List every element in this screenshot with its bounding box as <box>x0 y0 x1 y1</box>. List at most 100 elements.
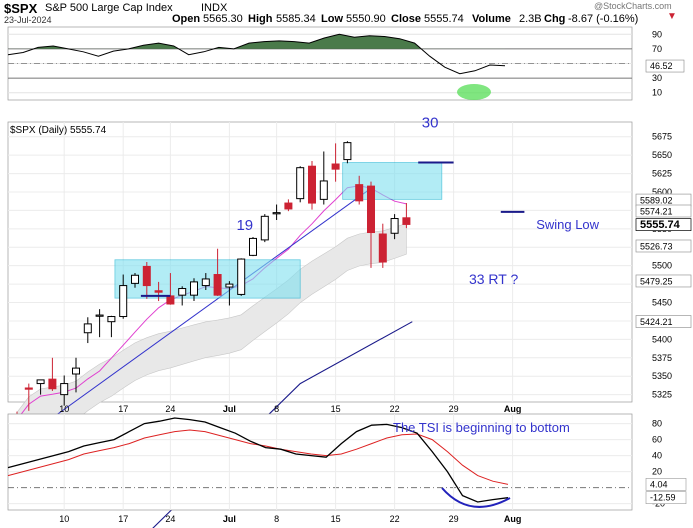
price-panel: $SPX (Daily) 5555.7456755650562556005575… <box>7 114 692 528</box>
price-value-box <box>635 239 692 253</box>
tsi-x-tick-label: 15 <box>331 514 341 524</box>
rsi-current-value: 46.52 <box>650 61 673 71</box>
candle-body <box>260 215 269 241</box>
candle-body <box>24 387 33 390</box>
close-value: 5555.74 <box>424 13 464 25</box>
price-value-label: 5574.21 <box>640 207 673 217</box>
candle-body <box>402 217 411 225</box>
price-x-tick-label: 15 <box>331 404 341 414</box>
open-label: Open <box>172 13 201 25</box>
price-x-tick-label: 17 <box>118 404 128 414</box>
candle-body <box>213 274 222 296</box>
candle-body <box>378 233 387 263</box>
candle-body <box>36 379 45 385</box>
price-x-tick-label: Jul <box>223 404 236 414</box>
tsi-frame <box>7 413 633 511</box>
tsi-x-tick-label: 22 <box>390 514 400 524</box>
price-title: $SPX (Daily) 5555.74 <box>10 125 107 136</box>
candle-body <box>83 323 92 334</box>
price-tick-label: 5675 <box>652 132 672 142</box>
candle-body <box>166 295 175 305</box>
tsi-annotation: The TSI is beginning to bottom <box>393 420 570 435</box>
candle-body <box>190 281 198 296</box>
price-value-label: 5555.74 <box>640 219 681 231</box>
candle-body <box>331 163 340 170</box>
price-tick-label: 5650 <box>652 150 672 160</box>
price-value-box <box>635 315 692 328</box>
tsi-x-tick-label: 17 <box>118 514 128 524</box>
rsi-tick-label: 90 <box>652 29 662 39</box>
chart-date: 23-Jul-2024 <box>4 15 52 25</box>
trendline <box>7 187 372 451</box>
price-value-label: 5424.21 <box>640 317 673 327</box>
price-tick-label: 5325 <box>652 390 672 400</box>
candle-body <box>319 180 328 200</box>
tsi-x-tick-label: 29 <box>449 514 459 524</box>
tsi-tick-label: 60 <box>652 435 662 445</box>
price-tick-label: 5400 <box>652 334 672 344</box>
candle-body <box>48 378 57 390</box>
price-tick-label: 5350 <box>652 371 672 381</box>
tsi-value-label: 4.04 <box>650 479 668 489</box>
keltner-band <box>16 222 407 454</box>
price-x-tick-label: 29 <box>449 404 459 414</box>
price-x-tick-label: Aug <box>504 404 522 414</box>
price-x-tick-label: 8 <box>274 404 279 414</box>
index-name: S&P 500 Large Cap Index <box>45 2 173 14</box>
tsi-tick-label: 20 <box>652 467 662 477</box>
volume-label: Volume <box>472 13 511 25</box>
candle-body <box>119 285 128 318</box>
candle-body <box>367 185 375 234</box>
tsi-x-tick-label: 10 <box>59 514 69 524</box>
exchange: INDX <box>201 2 228 14</box>
candle-body <box>237 258 246 295</box>
annotation-30: 30 <box>422 114 439 131</box>
rsi-tick-label: 70 <box>652 44 662 54</box>
tsi-tick-label: 80 <box>652 419 662 429</box>
candle-body <box>296 167 305 200</box>
candle-body <box>308 165 316 204</box>
rsi-tick-label: 10 <box>652 88 662 98</box>
price-x-tick-label: 24 <box>165 404 175 414</box>
annotation-33rt: 33 RT ? <box>469 271 519 287</box>
price-value-box <box>635 274 692 288</box>
rsi-overbought-fill <box>33 34 422 49</box>
rsi-current-box <box>645 59 685 73</box>
tsi-bottom-arc <box>441 487 511 508</box>
low-label: Low <box>321 13 343 25</box>
tsi-value-box <box>645 491 687 504</box>
price-value-box <box>635 218 692 231</box>
price-tick-label: 5625 <box>652 169 672 179</box>
high-value: 5585.34 <box>276 13 316 25</box>
candle-body <box>284 202 293 210</box>
chg-label: Chg <box>544 13 566 25</box>
price-value-label: 5526.73 <box>640 241 673 251</box>
volume-value: 2.3B <box>519 13 542 25</box>
rsi-tick-label: 30 <box>652 73 662 83</box>
candle-body <box>131 274 139 284</box>
price-value-label: 5479.25 <box>640 276 673 286</box>
candle-body <box>343 142 352 161</box>
price-x-tick-label: 10 <box>59 404 69 414</box>
close-label: Close <box>391 13 421 25</box>
green-ellipse-annotation <box>457 84 491 100</box>
low-value: 5550.90 <box>346 13 386 25</box>
tsi-value-box <box>645 478 687 491</box>
candle-body <box>95 314 104 317</box>
symbol: $SPX <box>4 1 38 16</box>
annotation-19: 19 <box>236 217 253 234</box>
tsi-x-tick-label: 8 <box>274 514 279 524</box>
tsi-tick-label: 40 <box>652 451 662 461</box>
chart-header: $SPX S&P 500 Large Cap Index INDX 23-Jul… <box>0 0 693 26</box>
candle-body <box>142 265 151 287</box>
tsi-x-tick-label: Aug <box>504 514 522 524</box>
candle-body <box>249 237 257 256</box>
price-tick-label: 5500 <box>652 261 672 271</box>
price-tick-label: 5450 <box>652 298 672 308</box>
rsi-line <box>7 33 506 75</box>
open-value: 5565.30 <box>203 13 243 25</box>
candle-body <box>60 383 69 396</box>
watermark: @StockCharts.com <box>594 1 672 11</box>
